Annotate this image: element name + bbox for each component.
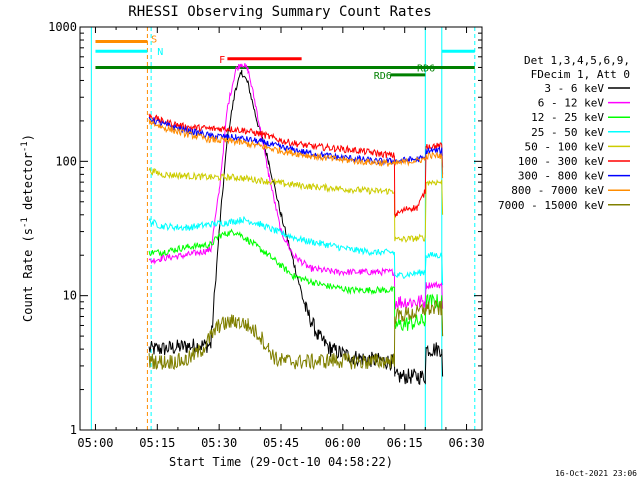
x-tick-label-4: 06:00	[325, 436, 361, 450]
legend-label-8: 7000 - 15000 keV	[498, 199, 604, 212]
series-line-0	[148, 69, 444, 386]
legend-label-3: 25 - 50 keV	[531, 126, 604, 139]
y-axis-label-close: )	[21, 134, 35, 141]
x-tick-label-1: 05:15	[139, 436, 175, 450]
series-line-5	[148, 113, 444, 218]
x-tick-label-0: 05:00	[77, 436, 113, 450]
legend-label-7: 800 - 7000 keV	[511, 184, 604, 197]
legend-header-1: Det 1,3,4,5,6,9,	[524, 54, 630, 67]
y-axis-label-rest: detector	[21, 152, 35, 217]
chart-title: RHESSI Observing Summary Count Rates	[128, 4, 431, 20]
y-tick-label-1: 10	[63, 289, 77, 303]
x-axis-label: Start Time (29-Oct-10 04:58:22)	[169, 455, 393, 469]
series-line-2	[148, 228, 444, 337]
legend: Det 1,3,4,5,6,9, FDecim 1, Att 0 3 - 6 k…	[498, 54, 630, 212]
x-tick-label-5: 06:15	[387, 436, 423, 450]
legend-label-1: 6 - 12 keV	[538, 97, 605, 110]
state-label-n-1: N	[157, 47, 163, 58]
y-tick-label-0: 1	[70, 423, 77, 437]
legend-label-5: 100 - 300 keV	[518, 155, 604, 168]
legend-label-6: 300 - 800 keV	[518, 170, 604, 183]
x-tick-label-6: 06:30	[448, 436, 484, 450]
y-axis-label: Count Rate (s-1 detector-1)	[20, 134, 35, 322]
timestamp: 16-Oct-2021 23:06	[555, 469, 637, 478]
x-tick-label-3: 05:45	[263, 436, 299, 450]
series-line-3	[148, 216, 444, 286]
x-tick-label-2: 05:30	[201, 436, 237, 450]
state-label-s-0: S	[151, 35, 157, 46]
axes: 05:00 05:15 05:30 05:45 06:00 06:15 06:30 1 10 10…	[48, 20, 485, 450]
series-line-7	[148, 119, 444, 179]
series-line-4	[148, 167, 444, 243]
series-line-6	[148, 116, 444, 175]
y-axis-label-exp: -1	[20, 217, 30, 228]
y-axis-label-exp2: -1	[20, 141, 30, 152]
legend-label-2: 12 - 25 keV	[531, 111, 604, 124]
y-tick-label-2: 100	[55, 154, 77, 168]
legend-header-2: FDecim 1, Att 0	[531, 68, 630, 81]
series-line-8	[148, 300, 444, 371]
state-label-f-3: F	[219, 55, 225, 66]
legend-label-0: 3 - 6 keV	[544, 82, 604, 95]
state-label-rd6-5: RD6	[374, 71, 392, 82]
state-label-rd6-4: RD6	[417, 63, 435, 74]
plot-content: SN F RD6 RD6	[90, 27, 476, 430]
y-tick-label-3: 1000	[48, 20, 77, 34]
legend-label-4: 50 - 100 keV	[525, 140, 605, 153]
y-axis-label-main: Count Rate (s	[21, 228, 35, 322]
